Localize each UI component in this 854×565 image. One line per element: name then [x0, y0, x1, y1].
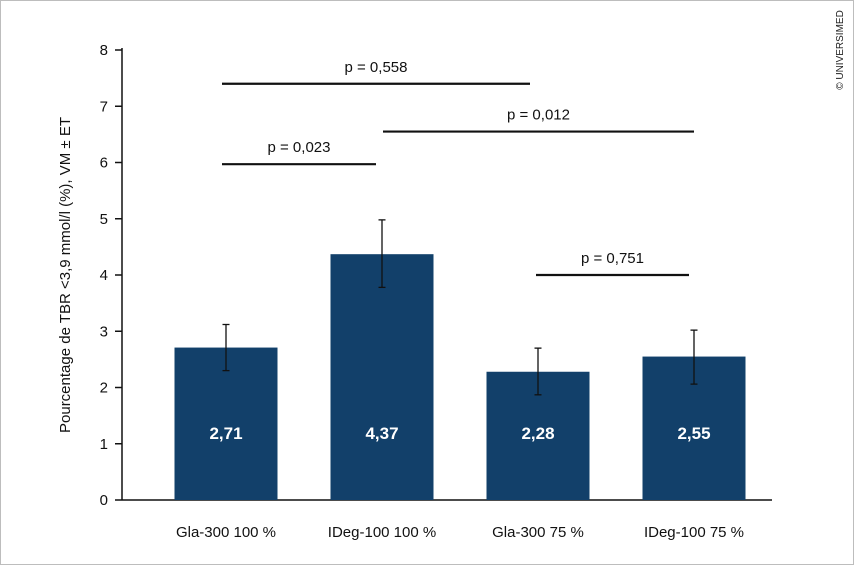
significance-brackets: p = 0,558 p = 0,012 p = 0,023 p = 0,751	[222, 59, 694, 277]
bar-value-label: 2,71	[209, 424, 242, 443]
bars	[174, 254, 746, 500]
y-tick-label: 0	[100, 492, 108, 509]
y-tick-label: 7	[100, 98, 108, 115]
y-axis-label: Pourcentage de TBR <3,9 mmol/l (%), VM ±…	[57, 117, 74, 433]
value-labels: 2,71 4,37 2,28 2,55	[209, 424, 710, 443]
y-tick-label: 6	[100, 155, 108, 172]
y-tick-label: 8	[100, 42, 108, 59]
bar-value-label: 4,37	[365, 424, 398, 443]
category-labels: Gla-300 100 % IDeg-100 100 % Gla-300 75 % I…	[176, 524, 744, 541]
category-label: Gla-300 100 %	[176, 524, 276, 541]
y-tick-label: 1	[100, 436, 108, 453]
p-value-label: p = 0,023	[268, 139, 331, 156]
y-tick-label: 4	[100, 267, 108, 284]
error-bars	[222, 219, 698, 396]
category-label: IDeg-100 75 %	[644, 524, 744, 541]
y-tick-label: 3	[100, 323, 108, 340]
copyright-notice: © UNIVERSIMED	[835, 10, 846, 90]
p-value-label: p = 0,751	[581, 250, 644, 267]
category-label: IDeg-100 100 %	[328, 524, 436, 541]
y-tick-label: 5	[100, 211, 108, 228]
p-value-label: p = 0,558	[345, 59, 408, 76]
y-tick-label: 2	[100, 380, 108, 397]
category-label: Gla-300 75 %	[492, 524, 584, 541]
bar	[174, 347, 278, 500]
bar	[330, 254, 434, 500]
bar-value-label: 2,55	[677, 424, 710, 443]
bar-value-label: 2,28	[521, 424, 554, 443]
p-value-label: p = 0,012	[507, 107, 570, 124]
